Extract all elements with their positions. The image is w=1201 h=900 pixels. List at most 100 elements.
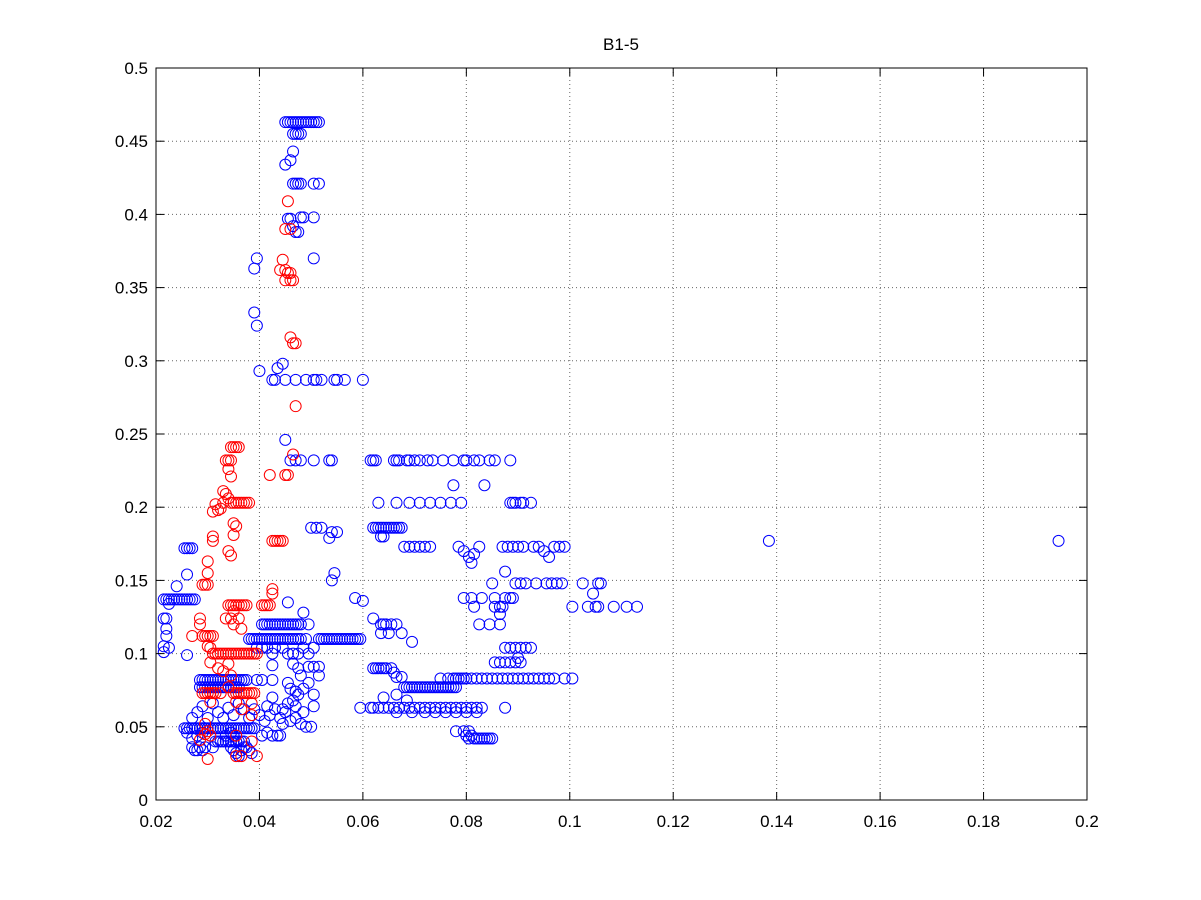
data-point — [387, 454, 400, 467]
data-point — [289, 337, 302, 350]
data-point — [377, 530, 390, 543]
data-point — [266, 659, 279, 672]
data-point — [258, 632, 271, 645]
data-point — [452, 672, 465, 685]
data-point — [356, 373, 369, 386]
data-point — [470, 672, 483, 685]
data-point — [406, 635, 419, 648]
data-point — [380, 662, 393, 675]
data-point — [279, 158, 292, 171]
data-point — [486, 577, 499, 590]
data-point — [390, 706, 403, 719]
data-point — [268, 373, 281, 386]
data-point — [297, 116, 310, 129]
data-point — [470, 706, 483, 719]
data-point — [287, 145, 300, 158]
data-point — [382, 521, 395, 534]
data-point — [227, 709, 240, 722]
data-point — [320, 632, 333, 645]
data-point — [287, 448, 300, 461]
data-point — [201, 567, 214, 580]
data-point — [377, 701, 390, 714]
data-point — [499, 656, 512, 669]
data-point — [512, 540, 525, 553]
data-point — [284, 274, 297, 287]
data-point — [354, 701, 367, 714]
data-point — [212, 647, 225, 660]
data-point — [253, 365, 266, 378]
data-point — [460, 706, 473, 719]
data-point — [374, 662, 387, 675]
x-tick-label: 0.06 — [346, 812, 379, 831]
data-point — [398, 681, 411, 694]
data-point — [178, 542, 191, 555]
data-point — [219, 612, 232, 625]
data-point — [294, 454, 307, 467]
data-point — [258, 618, 271, 631]
data-point — [468, 732, 481, 745]
data-point — [243, 744, 256, 757]
axis-ticks — [155, 67, 1088, 801]
data-point — [214, 647, 227, 660]
data-point — [232, 750, 245, 763]
data-point — [514, 656, 527, 669]
data-point — [424, 540, 437, 553]
data-point — [475, 591, 488, 604]
data-point — [157, 593, 170, 606]
data-point — [266, 729, 279, 742]
data-point — [276, 632, 289, 645]
data-point — [214, 687, 227, 700]
data-point — [374, 618, 387, 631]
data-point — [354, 632, 367, 645]
data-point — [162, 593, 175, 606]
data-point — [287, 116, 300, 129]
data-point — [307, 116, 320, 129]
data-point — [299, 116, 312, 129]
data-point — [524, 641, 537, 654]
y-tick-label: 0.5 — [124, 59, 148, 78]
data-point — [276, 703, 289, 716]
data-point — [374, 627, 387, 640]
data-point — [237, 722, 250, 735]
data-point — [346, 632, 359, 645]
data-point — [248, 306, 261, 319]
data-point — [168, 593, 181, 606]
data-point — [380, 618, 393, 631]
data-point — [240, 496, 253, 509]
data-point — [589, 600, 602, 613]
data-point — [181, 568, 194, 581]
data-point — [372, 521, 385, 534]
data-point — [297, 211, 310, 224]
data-point — [240, 687, 253, 700]
data-point — [237, 647, 250, 660]
data-point — [248, 647, 261, 660]
data-point — [274, 618, 287, 631]
data-point — [439, 681, 452, 694]
data-point — [509, 656, 522, 669]
data-point — [387, 521, 400, 534]
data-point — [349, 632, 362, 645]
data-point — [294, 632, 307, 645]
data-point — [232, 687, 245, 700]
data-point — [294, 177, 307, 190]
x-tick-label: 0.04 — [243, 812, 276, 831]
data-point — [235, 622, 248, 635]
data-point — [310, 116, 323, 129]
data-point — [196, 726, 209, 739]
data-point — [592, 600, 605, 613]
data-point — [537, 672, 550, 685]
data-point — [250, 673, 263, 686]
data-point — [426, 681, 439, 694]
data-point — [424, 681, 437, 694]
data-point — [421, 681, 434, 694]
data-point — [411, 681, 424, 694]
data-point — [245, 687, 258, 700]
data-point — [307, 660, 320, 673]
data-point — [279, 632, 292, 645]
data-point — [318, 632, 331, 645]
data-point — [160, 593, 173, 606]
data-point — [186, 593, 199, 606]
data-point — [183, 593, 196, 606]
data-point — [550, 577, 563, 590]
data-point — [268, 641, 281, 654]
